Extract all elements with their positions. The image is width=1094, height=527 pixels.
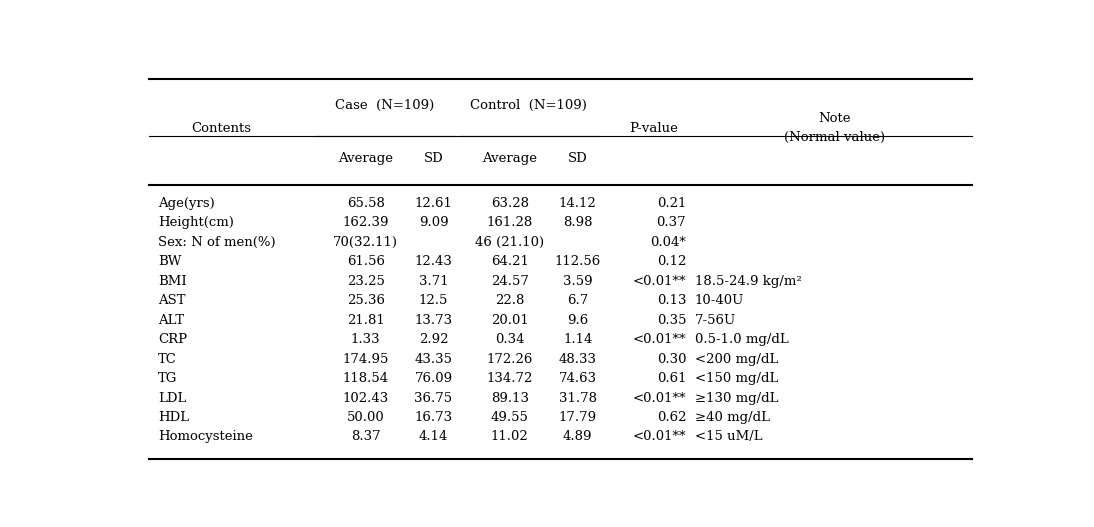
Text: 162.39: 162.39 xyxy=(342,216,389,229)
Text: 3.71: 3.71 xyxy=(419,275,449,288)
Text: 0.30: 0.30 xyxy=(656,353,686,366)
Text: <200 mg/dL: <200 mg/dL xyxy=(695,353,778,366)
Text: 65.58: 65.58 xyxy=(347,197,385,210)
Text: Control  (N=109): Control (N=109) xyxy=(470,100,587,112)
Text: 118.54: 118.54 xyxy=(342,372,388,385)
Text: HDL: HDL xyxy=(158,411,189,424)
Text: 76.09: 76.09 xyxy=(415,372,453,385)
Text: 174.95: 174.95 xyxy=(342,353,388,366)
Text: Average: Average xyxy=(482,152,537,165)
Text: 134.72: 134.72 xyxy=(487,372,533,385)
Text: 3.59: 3.59 xyxy=(562,275,593,288)
Text: 14.12: 14.12 xyxy=(559,197,596,210)
Text: 4.89: 4.89 xyxy=(563,431,592,444)
Text: 16.73: 16.73 xyxy=(415,411,453,424)
Text: 49.55: 49.55 xyxy=(491,411,528,424)
Text: ALT: ALT xyxy=(158,314,184,327)
Text: 24.57: 24.57 xyxy=(491,275,528,288)
Text: Age(yrs): Age(yrs) xyxy=(158,197,214,210)
Text: 17.79: 17.79 xyxy=(559,411,596,424)
Text: <0.01**: <0.01** xyxy=(632,333,686,346)
Text: 0.12: 0.12 xyxy=(656,255,686,268)
Text: <150 mg/dL: <150 mg/dL xyxy=(695,372,778,385)
Text: 0.34: 0.34 xyxy=(496,333,524,346)
Text: <0.01**: <0.01** xyxy=(632,275,686,288)
Text: 70(32.11): 70(32.11) xyxy=(334,236,398,249)
Text: 74.63: 74.63 xyxy=(559,372,596,385)
Text: 8.37: 8.37 xyxy=(351,431,381,444)
Text: 48.33: 48.33 xyxy=(559,353,596,366)
Text: 21.81: 21.81 xyxy=(347,314,385,327)
Text: TC: TC xyxy=(158,353,177,366)
Text: 6.7: 6.7 xyxy=(567,294,589,307)
Text: CRP: CRP xyxy=(158,333,187,346)
Text: 63.28: 63.28 xyxy=(491,197,528,210)
Text: 0.61: 0.61 xyxy=(656,372,686,385)
Text: 4.14: 4.14 xyxy=(419,431,449,444)
Text: 43.35: 43.35 xyxy=(415,353,453,366)
Text: 102.43: 102.43 xyxy=(342,392,388,405)
Text: <15 uM/L: <15 uM/L xyxy=(695,431,763,444)
Text: 0.21: 0.21 xyxy=(656,197,686,210)
Text: ≥130 mg/dL: ≥130 mg/dL xyxy=(695,392,778,405)
Text: 20.01: 20.01 xyxy=(491,314,528,327)
Text: 50.00: 50.00 xyxy=(347,411,385,424)
Text: Height(cm): Height(cm) xyxy=(158,216,234,229)
Text: 8.98: 8.98 xyxy=(563,216,592,229)
Text: 2.92: 2.92 xyxy=(419,333,449,346)
Text: BW: BW xyxy=(158,255,182,268)
Text: 0.62: 0.62 xyxy=(656,411,686,424)
Text: 7-56U: 7-56U xyxy=(695,314,736,327)
Text: <0.01**: <0.01** xyxy=(632,431,686,444)
Text: 89.13: 89.13 xyxy=(491,392,528,405)
Text: 0.37: 0.37 xyxy=(656,216,686,229)
Text: SD: SD xyxy=(423,152,443,165)
Text: Case  (N=109): Case (N=109) xyxy=(335,100,434,112)
Text: 112.56: 112.56 xyxy=(555,255,601,268)
Text: 31.78: 31.78 xyxy=(559,392,596,405)
Text: 18.5-24.9 kg/m²: 18.5-24.9 kg/m² xyxy=(695,275,802,288)
Text: 22.8: 22.8 xyxy=(496,294,524,307)
Text: 161.28: 161.28 xyxy=(487,216,533,229)
Text: 0.35: 0.35 xyxy=(656,314,686,327)
Text: 12.43: 12.43 xyxy=(415,255,453,268)
Text: 9.6: 9.6 xyxy=(567,314,589,327)
Text: 0.5-1.0 mg/dL: 0.5-1.0 mg/dL xyxy=(695,333,789,346)
Text: 10-40U: 10-40U xyxy=(695,294,744,307)
Text: Note
(Normal value): Note (Normal value) xyxy=(783,112,885,144)
Text: BMI: BMI xyxy=(158,275,187,288)
Text: AST: AST xyxy=(158,294,186,307)
Text: 36.75: 36.75 xyxy=(415,392,453,405)
Text: 0.04*: 0.04* xyxy=(650,236,686,249)
Text: Sex: N of men(%): Sex: N of men(%) xyxy=(158,236,276,249)
Text: 61.56: 61.56 xyxy=(347,255,385,268)
Text: 13.73: 13.73 xyxy=(415,314,453,327)
Text: LDL: LDL xyxy=(158,392,186,405)
Text: 12.5: 12.5 xyxy=(419,294,449,307)
Text: 1.14: 1.14 xyxy=(563,333,592,346)
Text: 46 (21.10): 46 (21.10) xyxy=(475,236,545,249)
Text: 9.09: 9.09 xyxy=(419,216,449,229)
Text: ≥40 mg/dL: ≥40 mg/dL xyxy=(695,411,770,424)
Text: 12.61: 12.61 xyxy=(415,197,453,210)
Text: 0.13: 0.13 xyxy=(656,294,686,307)
Text: Contents: Contents xyxy=(191,122,252,135)
Text: Homocysteine: Homocysteine xyxy=(158,431,253,444)
Text: 23.25: 23.25 xyxy=(347,275,385,288)
Text: 11.02: 11.02 xyxy=(491,431,528,444)
Text: 172.26: 172.26 xyxy=(487,353,533,366)
Text: <0.01**: <0.01** xyxy=(632,392,686,405)
Text: Average: Average xyxy=(338,152,393,165)
Text: SD: SD xyxy=(568,152,587,165)
Text: P-value: P-value xyxy=(629,122,678,135)
Text: 1.33: 1.33 xyxy=(351,333,381,346)
Text: 64.21: 64.21 xyxy=(491,255,528,268)
Text: TG: TG xyxy=(158,372,177,385)
Text: 25.36: 25.36 xyxy=(347,294,385,307)
